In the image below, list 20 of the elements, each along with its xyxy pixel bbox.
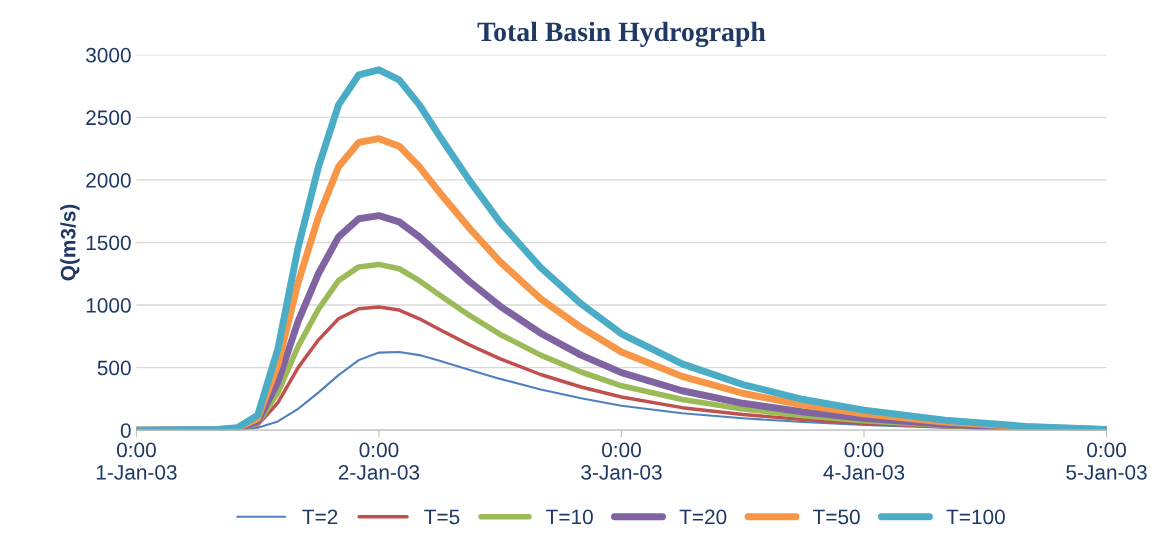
legend-label: T=5 [424,509,460,525]
x-tick-label: 0:00 4-Jan-03 [823,442,905,480]
y-tick-label: 0 [120,423,131,438]
y-tick-label: 2500 [86,110,131,126]
x-tick-label: 0:00 3-Jan-03 [581,442,662,480]
legend-label: T=10 [546,509,593,525]
y-tick-label: 3000 [86,47,131,63]
y-axis-title: Q(m3/s) [60,204,80,281]
legend-label: T=2 [302,509,338,525]
x-tick-label: 0:00 1-Jan-03 [96,442,177,480]
y-tick-label: 1000 [86,298,131,313]
x-tick-label: 0:00 2-Jan-03 [338,442,420,480]
legend-label: T=50 [813,509,860,525]
y-tick-label: 1500 [86,235,131,251]
legend-label: T=100 [946,509,1005,525]
x-tick-label: 0:00 5-Jan-03 [1066,442,1147,480]
chart-title: Total Basin Hydrograph [477,21,766,48]
legend-label: T=20 [679,509,727,525]
y-tick-label: 2000 [86,172,131,188]
y-tick-label: 500 [97,360,131,376]
